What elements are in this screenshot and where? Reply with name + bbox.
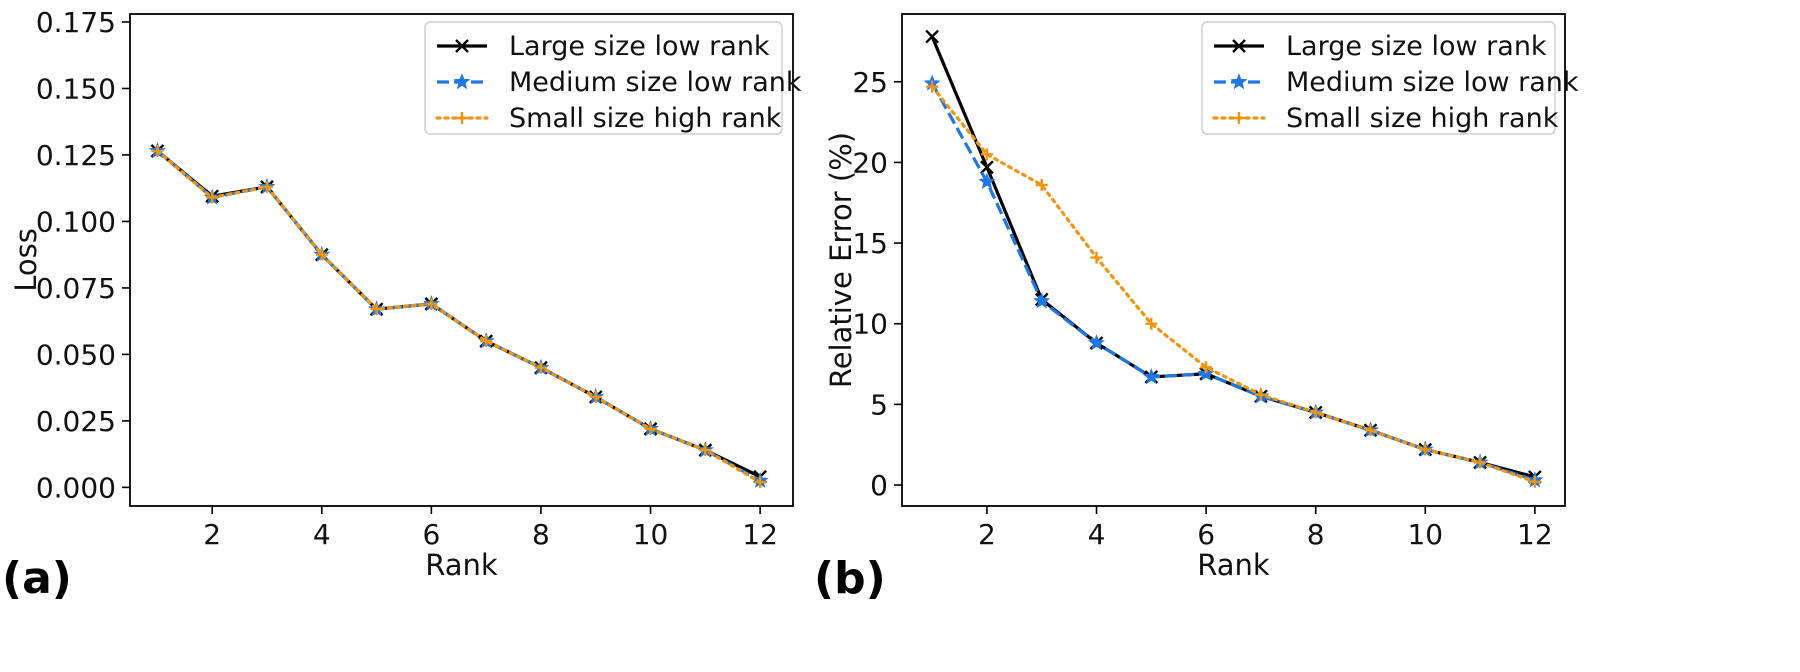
plot-frame bbox=[901, 13, 1566, 507]
data-point-small bbox=[260, 180, 273, 193]
legend: Large size low rank Medium size low rank S… bbox=[424, 21, 802, 135]
y-tick-label: 0.000 bbox=[36, 471, 116, 504]
chart-b: 0 5 10 15 20 25 2 4 6 8 10 12 Rank Relative Error (%)… bbox=[814, 13, 1579, 604]
legend-marker-small bbox=[1233, 112, 1245, 124]
data-point-medium bbox=[1033, 292, 1051, 309]
data-point-medium bbox=[1142, 368, 1160, 385]
data-point-small bbox=[370, 303, 383, 316]
legend-label-large: Large size low rank bbox=[1286, 31, 1547, 62]
series-medium bbox=[148, 142, 769, 488]
x-tick-label: 12 bbox=[1517, 518, 1553, 551]
data-point-small bbox=[926, 80, 939, 93]
x-tick-label: 4 bbox=[313, 518, 331, 551]
data-point-small bbox=[1309, 406, 1322, 419]
data-point-small bbox=[1035, 178, 1048, 191]
series-line-small bbox=[930, 84, 1537, 484]
y-tick-label: 0.100 bbox=[36, 205, 116, 238]
data-point-small bbox=[754, 476, 767, 489]
legend-label-medium: Medium size low rank bbox=[1286, 67, 1579, 98]
series-small bbox=[151, 144, 767, 489]
x-tick-label: 6 bbox=[422, 518, 440, 551]
chart-a: 0.000 0.025 0.050 0.075 0.100 0.125 0.150 0.175… bbox=[2, 6, 802, 604]
data-point-small bbox=[1254, 388, 1267, 401]
y-tick-label: 20 bbox=[852, 146, 888, 179]
data-point-small bbox=[315, 248, 328, 261]
legend-marker-small bbox=[456, 112, 468, 124]
y-tick-label: 0.175 bbox=[36, 6, 116, 39]
legend-frame bbox=[1201, 21, 1556, 135]
y-tick-label: 5 bbox=[870, 388, 888, 421]
data-point-large bbox=[925, 29, 939, 44]
x-tick-label: 6 bbox=[1197, 518, 1215, 551]
data-point-small bbox=[1090, 251, 1103, 264]
legend-marker-large bbox=[455, 39, 469, 53]
legend-marker-medium bbox=[1230, 73, 1248, 90]
y-tick-label: 25 bbox=[852, 66, 888, 99]
y-tick-label: 0.075 bbox=[36, 272, 116, 305]
legend-label-large: Large size low rank bbox=[509, 31, 770, 62]
y-tick-label: 0.125 bbox=[36, 139, 116, 172]
y-tick-label: 10 bbox=[852, 308, 888, 341]
data-point-small bbox=[644, 422, 657, 435]
x-tick-label: 8 bbox=[532, 518, 550, 551]
plot-frame bbox=[129, 13, 794, 507]
y-tick-label: 0.025 bbox=[36, 405, 116, 438]
data-point-small bbox=[1364, 424, 1377, 437]
data-point-medium bbox=[978, 172, 996, 189]
x-tick-label: 12 bbox=[742, 518, 778, 551]
series-large bbox=[150, 144, 767, 484]
y-axis-title: Loss bbox=[9, 228, 43, 292]
data-point-small bbox=[534, 361, 547, 374]
series-line-medium bbox=[930, 82, 1536, 482]
legend-marker-medium bbox=[453, 73, 471, 90]
data-point-small bbox=[480, 335, 493, 348]
series-line-medium bbox=[156, 149, 761, 483]
legend-label-small: Small size high rank bbox=[509, 103, 782, 134]
x-axis-title: Rank bbox=[425, 548, 498, 582]
data-point-small bbox=[425, 297, 438, 310]
legend-label-small: Small size high rank bbox=[1286, 103, 1559, 134]
data-point-small bbox=[1419, 443, 1432, 456]
x-tick-label: 4 bbox=[1088, 518, 1106, 551]
data-point-small bbox=[1474, 456, 1487, 469]
y-tick-label: 15 bbox=[852, 227, 888, 260]
series-small bbox=[926, 80, 1541, 488]
data-point-small bbox=[1528, 475, 1541, 488]
legend-marker-large bbox=[1232, 39, 1246, 53]
y-axis-title: Relative Error (%) bbox=[824, 132, 858, 388]
data-point-small bbox=[151, 144, 164, 157]
data-point-small bbox=[699, 444, 712, 457]
panel-label: (b) bbox=[814, 553, 886, 604]
legend-label-medium: Medium size low rank bbox=[509, 67, 802, 98]
x-tick-label: 10 bbox=[1407, 518, 1443, 551]
x-tick-label: 2 bbox=[203, 518, 221, 551]
data-point-large bbox=[980, 160, 994, 175]
data-point-small bbox=[589, 390, 602, 403]
series-line-large bbox=[156, 149, 761, 479]
data-point-small bbox=[1145, 317, 1158, 330]
legend-frame bbox=[424, 21, 783, 135]
y-tick-label: 0.050 bbox=[36, 338, 116, 371]
data-point-small bbox=[980, 148, 993, 161]
data-point-small bbox=[1200, 361, 1213, 374]
x-tick-label: 2 bbox=[978, 518, 996, 551]
x-axis-title: Rank bbox=[1197, 548, 1270, 582]
series-line-small bbox=[155, 149, 762, 484]
data-point-medium bbox=[1088, 334, 1105, 351]
panel-label: (a) bbox=[2, 553, 72, 604]
legend: Large size low rank Medium size low rank S… bbox=[1201, 21, 1579, 135]
x-tick-label: 10 bbox=[633, 518, 669, 551]
y-tick-label: 0.150 bbox=[36, 72, 116, 105]
data-point-small bbox=[206, 191, 219, 204]
series-medium bbox=[923, 74, 1544, 488]
y-tick-label: 0 bbox=[870, 469, 888, 502]
x-tick-label: 8 bbox=[1307, 518, 1325, 551]
